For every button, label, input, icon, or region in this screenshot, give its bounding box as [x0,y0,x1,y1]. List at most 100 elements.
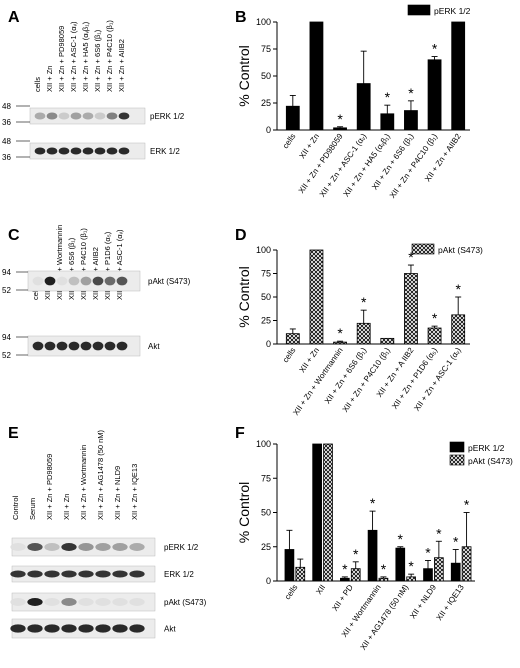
significance-star: * [353,546,359,562]
bar [340,577,350,582]
legend-swatch [407,4,431,16]
blot-band [82,112,94,120]
blot-band [61,570,77,578]
category-label: cells [281,132,298,150]
y-tick-label: 50 [261,71,271,81]
significance-star: * [398,531,404,547]
bar [333,127,347,131]
blot-band [104,276,116,286]
bar [333,341,347,345]
category-label: cells [281,346,298,364]
blot-band [27,570,43,578]
significance-star: * [408,85,414,101]
category-label: XII + IQE13 [435,583,467,623]
blot-band [80,276,92,286]
bar [350,568,361,582]
category-label: XII + Zn + PD98059 [297,132,345,196]
blot-band [112,570,128,578]
blot-band [68,276,80,286]
bar [423,568,433,582]
blot-band [94,147,106,155]
blot-band [92,276,104,286]
legend-swatch [411,243,435,255]
lane-label: XII + Zn + 6S6 (β₁) [93,29,102,92]
bar [309,249,324,345]
bar [427,327,442,345]
blot-band [10,598,26,606]
blot-band [94,112,106,120]
blot-band [112,598,128,606]
blot-band [44,624,60,633]
y-axis-label: % Control [236,266,252,327]
blot-band [78,598,94,606]
blot-band [129,598,145,606]
blot-band [32,276,44,286]
legend-swatch [449,454,465,466]
significance-star: * [408,558,414,574]
blot-band [70,147,82,155]
blot-band [129,570,145,578]
y-tick-label: 0 [266,125,271,135]
legend-swatch [449,441,465,453]
y-tick-label: 75 [261,44,271,54]
panel-letter-c: C [8,227,20,244]
category-label: XII + Zn + 6S6 (β₁) [323,346,369,406]
category-label: XII + NLD9 [408,583,438,621]
lane-label: XII + Zn + ASC-1 (αᵥ) [115,229,124,300]
blot-band [32,341,44,351]
mw-marker: 94 [2,268,11,277]
blot-band [129,624,145,633]
mw-marker: 94 [2,333,11,342]
blot-band [104,341,116,351]
panel-letter-a: A [8,9,20,26]
blot-band [106,112,118,120]
lane-label: XII + Zn + P1D6 (α₅) [103,231,112,300]
blot-band [27,624,43,633]
category-label: XII + Zn + ASC-1 (αᵥ) [412,346,463,413]
blot-band [61,543,77,551]
blot-label: ERK 1/2 [150,147,180,156]
category-label: XII [314,583,327,596]
legend-label: pAkt (S473) [438,245,483,255]
lane-label: XII + Zn + NLD9 [113,466,122,520]
blot-band [82,147,94,155]
bar [380,113,395,131]
bar [461,546,472,582]
blot-label: pERK 1/2 [150,112,185,121]
bar [323,443,333,582]
bar [450,562,461,582]
blot-band [56,341,68,351]
blot-band [118,112,130,120]
blot-label: pAkt (S473) [164,598,207,607]
blot-band [44,598,60,606]
legend-label: pERK 1/2 [434,6,471,16]
y-tick-label: 25 [261,98,271,108]
category-label: XII + AG1478 (50 nM) [358,583,410,652]
bar [309,21,324,131]
y-tick-label: 25 [261,316,271,326]
significance-star: * [337,325,343,341]
significance-star: * [436,525,442,541]
significance-star: * [370,495,376,511]
significance-star: * [381,561,387,577]
lane-label: XII + Zn + AG1478 (50 nM) [96,429,105,520]
lane-label: XII + Zn + Wortmannin [79,445,88,520]
y-tick-label: 50 [261,292,271,302]
mw-marker: 36 [2,118,11,127]
significance-star: * [464,497,470,513]
bar [285,333,300,345]
y-tick-label: 25 [261,542,271,552]
blot-band [44,570,60,578]
lane-label: XII + Zn [45,66,54,92]
blot-band [70,112,82,120]
blot-band [44,543,60,551]
panel-letter-f: F [235,425,245,442]
y-tick-label: 75 [261,473,271,483]
bar [434,557,444,582]
blot-band [112,624,128,633]
bar [451,314,466,345]
blot-band [95,570,111,578]
significance-star: * [432,310,438,326]
lane-label: cells [33,77,42,92]
lane-label: XII + Zn + PD98059 [45,454,54,520]
